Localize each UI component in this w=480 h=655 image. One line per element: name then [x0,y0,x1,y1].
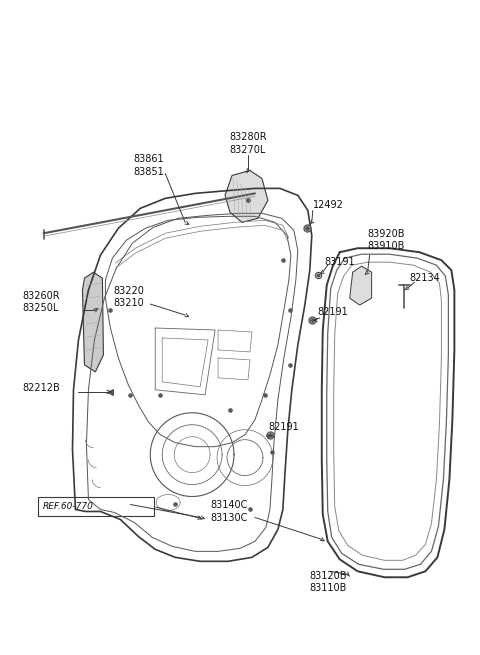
Polygon shape [225,170,268,222]
Text: 82191: 82191 [268,422,299,432]
Text: 82134: 82134 [409,273,440,283]
Text: 83120B
83110B: 83120B 83110B [309,571,347,593]
Text: 83920B
83910B: 83920B 83910B [368,229,405,252]
Text: 12492: 12492 [313,200,344,210]
Polygon shape [350,266,372,305]
FancyBboxPatch shape [37,496,154,516]
Text: 83220
83210: 83220 83210 [113,286,144,309]
Text: 83140C
83130C: 83140C 83130C [210,500,248,523]
Text: 83260R
83250L: 83260R 83250L [23,291,60,313]
Text: 82191: 82191 [318,307,348,317]
Text: 83191: 83191 [325,257,355,267]
Polygon shape [83,272,103,372]
Text: 83280R
83270L: 83280R 83270L [229,132,267,155]
Text: 82212B: 82212B [23,383,60,393]
Text: REF.60-770: REF.60-770 [43,502,94,511]
Text: 83861
83851: 83861 83851 [133,155,164,177]
